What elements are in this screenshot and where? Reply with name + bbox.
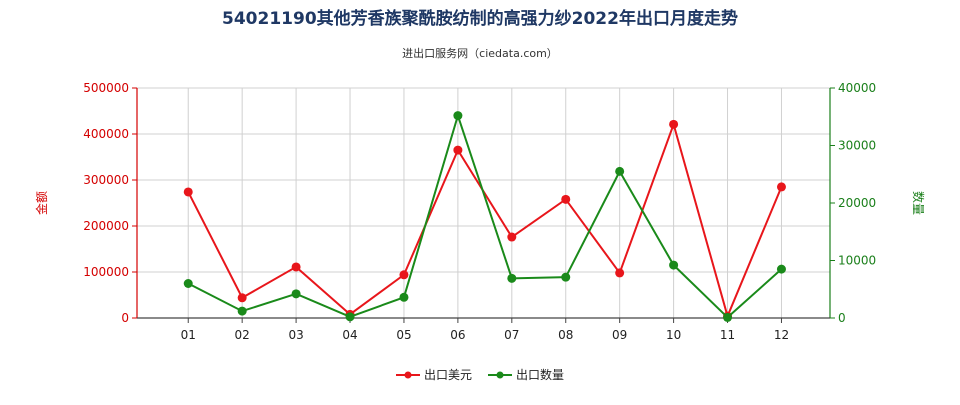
- right-tick-label: 40000: [838, 81, 876, 95]
- right-tick-label: 20000: [838, 196, 876, 210]
- series-1-point: [615, 268, 625, 278]
- left-tick-label: 200000: [83, 219, 129, 233]
- right-tick-label: 0: [838, 311, 846, 325]
- axes: [132, 87, 835, 323]
- x-tick-label: 09: [612, 328, 627, 342]
- series-2-point: [669, 260, 679, 270]
- right-axis-title: 数量: [911, 191, 926, 215]
- x-tick-label: 12: [774, 328, 789, 342]
- right-tick-label: 30000: [838, 139, 876, 153]
- left-axis-title: 金额: [34, 191, 49, 215]
- series-2-point: [183, 279, 193, 288]
- left-tick-label: 500000: [83, 81, 129, 95]
- series-2-point: [615, 166, 625, 176]
- chart-subtitle: 进出口服务网（ciedata.com）: [402, 46, 558, 60]
- series-2-point: [507, 273, 517, 283]
- series-1-point: [776, 182, 786, 192]
- series-1-point: [237, 293, 247, 303]
- left-tick-label: 400000: [83, 127, 129, 141]
- series-2-point: [237, 306, 247, 316]
- series-1-point: [507, 232, 517, 242]
- series-line-1: [187, 121, 783, 320]
- series-1-point: [399, 270, 409, 280]
- x-tick-label: 05: [396, 328, 411, 342]
- left-tick-label: 300000: [83, 173, 129, 187]
- series-1-point: [453, 145, 463, 155]
- series-2-point: [345, 312, 355, 322]
- x-tick-label: 02: [235, 328, 250, 342]
- x-tick-label: 10: [666, 328, 681, 342]
- right-tick-label: 10000: [838, 254, 876, 268]
- x-tick-label: 04: [342, 328, 357, 342]
- series-2-point: [723, 312, 733, 322]
- series-1-point: [291, 262, 301, 272]
- series-2-point: [776, 264, 786, 274]
- series-layer: [183, 111, 786, 322]
- series-1-point: [183, 187, 193, 197]
- chart-title: 54021190其他芳香族聚酰胺纺制的高强力纱2022年出口月度走势: [222, 8, 738, 29]
- legend-label-1: 出口美元: [424, 368, 472, 382]
- x-tick-label: 01: [181, 328, 196, 342]
- series-1-point: [669, 119, 679, 129]
- gridlines: [137, 87, 830, 319]
- series-2-point: [453, 111, 463, 121]
- x-tick-label: 07: [504, 328, 519, 342]
- x-tick-label: 08: [558, 328, 573, 342]
- x-tick-label: 06: [450, 328, 465, 342]
- series-2-point: [399, 292, 409, 302]
- legend-marker-1: [404, 371, 412, 379]
- legend-marker-2: [496, 371, 504, 379]
- series-1-point: [561, 194, 571, 204]
- series-2-point: [291, 289, 301, 299]
- x-tick-label: 11: [720, 328, 735, 342]
- series-line-2: [187, 112, 783, 319]
- x-tick-label: 03: [288, 328, 303, 342]
- left-tick-label: 0: [121, 311, 129, 325]
- tick-labels: 0 100000 200000 300000 400000 500000 0 10000 200…: [83, 81, 876, 342]
- series-2-point: [561, 272, 571, 282]
- legend-label-2: 出口数量: [516, 367, 564, 382]
- legend: 出口美元 出口数量: [396, 367, 564, 382]
- left-tick-label: 100000: [83, 265, 129, 279]
